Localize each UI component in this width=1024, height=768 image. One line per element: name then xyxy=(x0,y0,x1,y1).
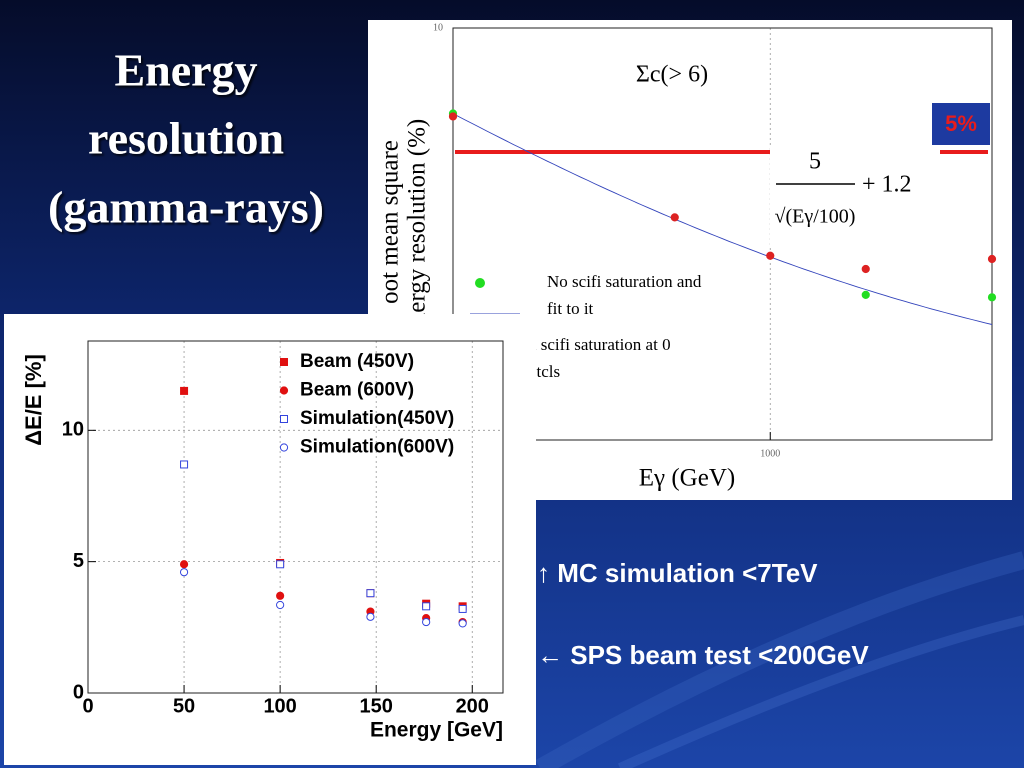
marker xyxy=(179,560,189,569)
formula-suffix: + 1.2 xyxy=(862,172,912,198)
marker xyxy=(276,560,285,569)
plot-frame xyxy=(87,340,504,694)
chart-background xyxy=(4,314,536,765)
legend-marker xyxy=(475,278,485,288)
x-tick-label: 50 xyxy=(173,695,195,717)
y-tick-label: 0 xyxy=(73,681,84,703)
x-tick-label: 100 xyxy=(263,695,296,717)
title: Energy resolution (gamma-rays) xyxy=(48,45,324,233)
annotation-box xyxy=(602,48,742,102)
legend-label: Beam (450V) xyxy=(300,351,414,372)
marker xyxy=(279,443,289,452)
marker xyxy=(179,568,189,577)
marker xyxy=(987,293,997,302)
x-tick-label: 200 xyxy=(456,695,489,717)
x-tick-label: 1000 xyxy=(760,448,780,459)
marker xyxy=(279,386,289,395)
legend-label: Simulation(450V) xyxy=(300,408,454,429)
plot-frame xyxy=(452,27,993,441)
x-axis-label: Eγ (GeV) xyxy=(639,465,735,492)
marker xyxy=(458,604,467,613)
marker xyxy=(280,415,288,423)
marker xyxy=(422,617,431,627)
marker xyxy=(448,112,458,121)
marker xyxy=(458,619,467,628)
reference-label-box xyxy=(932,103,990,145)
formula-denominator: √(Eγ/100) xyxy=(775,206,856,228)
caption: ↑ MC simulation <7TeV xyxy=(537,558,818,588)
marker xyxy=(766,251,775,260)
x-tick-label: 0 xyxy=(82,695,93,717)
x-axis-label: Energy [GeV] xyxy=(370,719,503,742)
y-axis-label: oot mean square xyxy=(377,140,404,304)
marker xyxy=(276,600,285,610)
y-axis-label: nergy resolution (%) xyxy=(404,119,431,325)
marker xyxy=(180,460,189,469)
marker xyxy=(987,254,997,264)
legend-label: Beam (600V) xyxy=(300,380,414,401)
legend-label: No scifi saturation and fit to it xyxy=(547,272,702,318)
legend-label: Simulation(600V) xyxy=(300,437,454,458)
marker xyxy=(366,589,375,598)
y-tick-label: 10 xyxy=(433,22,443,33)
beam-chart: 0 50 100 150 200 0 5 10 Energy [GeV] ΔE/E [%] Beam… xyxy=(4,314,536,765)
title-line: Energy xyxy=(114,45,257,96)
decor-arc xyxy=(535,551,1024,768)
annotation: Σc(> 6) xyxy=(636,62,708,88)
formula-numerator: 5 xyxy=(809,149,821,175)
marker xyxy=(366,612,375,621)
y-tick-label: 5 xyxy=(73,550,84,572)
marker xyxy=(280,358,288,366)
title-line: resolution xyxy=(88,113,284,164)
title-line: (gamma-rays) xyxy=(48,182,324,233)
decor-arc xyxy=(617,615,1024,768)
marker xyxy=(276,591,285,600)
reference-label: 5% xyxy=(945,111,977,136)
y-axis-label: ΔE/E [%] xyxy=(21,354,46,446)
formula-box xyxy=(770,148,940,246)
y-tick-label: 10 xyxy=(62,419,84,441)
marker xyxy=(180,386,189,395)
marker xyxy=(670,213,679,222)
marker xyxy=(422,602,431,611)
caption: ← SPS beam test <200GeV xyxy=(537,640,869,670)
legend-label: n scifi saturation at 0 ptcls xyxy=(528,335,671,381)
marker xyxy=(861,264,870,274)
x-tick-label: 150 xyxy=(360,695,393,717)
marker xyxy=(861,290,870,300)
fit-curve xyxy=(452,113,993,325)
